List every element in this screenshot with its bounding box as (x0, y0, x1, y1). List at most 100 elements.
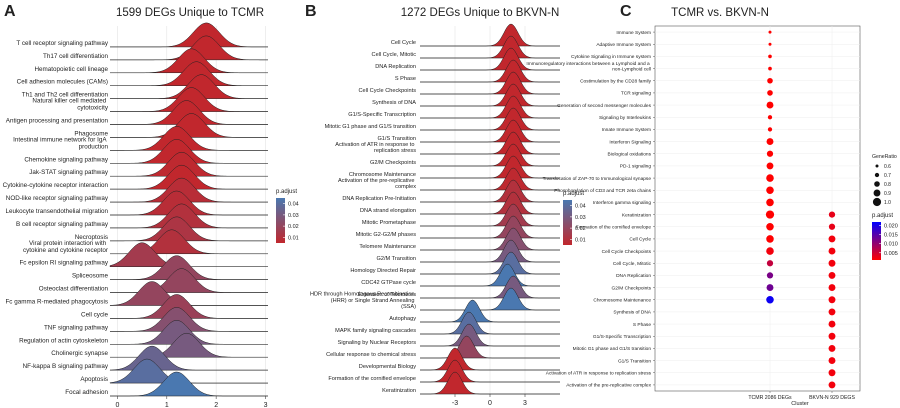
y-tick-label: DNA strand elongation (360, 208, 416, 214)
ridge (109, 48, 269, 74)
y-tick-label: Cell Cycle (391, 40, 416, 46)
y-tick-label: Formation of the cornified envelope (328, 376, 416, 382)
ridge (420, 179, 560, 203)
chart-title: 1599 DEGs Unique to TCMR (116, 7, 264, 19)
legend-title: p.adjust (872, 213, 893, 219)
dot (767, 115, 773, 120)
dot (765, 210, 775, 219)
dot (766, 174, 774, 182)
y-tick-label: Cytokine-cytokine receptor interaction (3, 182, 109, 189)
ridge (420, 287, 560, 311)
dot (766, 162, 774, 170)
ridge (420, 35, 560, 59)
dot (828, 344, 836, 352)
y-tick-label: DNA Replication (375, 64, 416, 70)
y-tick-label: Keratinization (382, 388, 416, 394)
dot (768, 42, 772, 46)
ridge (420, 155, 560, 179)
size-legend-dot (874, 172, 880, 178)
ridge (109, 151, 269, 177)
y-tick-label: Jak-STAT signaling pathway (29, 169, 109, 176)
y-tick-label: Fc epsilon RI signaling pathway (19, 260, 108, 267)
legend-tick-label: 0.04 (575, 204, 586, 210)
size-legend-label: 0.8 (884, 182, 891, 188)
ridge (420, 95, 560, 119)
chart-title: TCMR vs. BKVN-N (671, 7, 769, 19)
color-bar (872, 222, 881, 260)
y-tick-label: Synthesis of DNA (372, 100, 416, 106)
dot (766, 150, 774, 157)
y-tick-label: MAPK family signaling cascades (335, 328, 416, 334)
ridge (109, 164, 269, 190)
legend-tick-label: 0.04 (288, 202, 299, 208)
dot (766, 235, 774, 243)
chart-title: 1272 DEGs Unique to BKVN-N (401, 7, 560, 19)
dot (766, 186, 774, 195)
legend-tick-label: 0.010 (884, 242, 898, 248)
ridge (110, 371, 268, 397)
y-tick-label: Signaling by Interleukins (599, 115, 652, 121)
y-tick-label: Cell Cycle Checkpoints (358, 88, 416, 94)
legend-tick-label: 0.020 (884, 224, 898, 230)
y-tick-label: Cell Cycle Checkpoints (602, 249, 652, 255)
y-tick-label: Telomere Maintenance (359, 244, 416, 250)
x-tick-label: 2 (214, 402, 218, 408)
dot (767, 90, 773, 96)
dot (828, 211, 836, 218)
dot (828, 320, 836, 328)
dot (768, 54, 772, 59)
ridge (420, 83, 560, 107)
ridge (109, 255, 269, 280)
size-legend-label: 0.6 (884, 164, 891, 170)
dot (828, 357, 836, 365)
y-tick-label: Fc gamma R-mediated phagocytosis (5, 299, 108, 306)
ridge (109, 126, 269, 151)
x-tick-label: -3 (452, 400, 458, 407)
ridge (109, 113, 269, 138)
color-bar (276, 198, 285, 243)
y-tick-label: Developmental Biology (359, 364, 416, 370)
y-tick-label: Mitotic G1 phase and G1/S transition (573, 346, 652, 352)
legend-tick-label: 0.01 (288, 235, 299, 241)
ridge (109, 203, 269, 229)
y-tick-label: Necroptosis (75, 234, 108, 241)
ridge (109, 87, 269, 112)
y-tick-label: G2/M Checkpoints (612, 285, 652, 291)
y-tick-label: G1/S Transition (377, 136, 416, 142)
x-tick-label: 3 (523, 400, 527, 407)
x-tick-label: BKVN-N 929 DEGS (809, 395, 855, 401)
x-tick-label: 0 (115, 402, 119, 408)
ridge (420, 251, 560, 275)
y-tick-label: Immune System (616, 30, 651, 36)
y-tick-label: HDR through Homologous Recombination (HR… (310, 292, 416, 310)
ridge (420, 239, 560, 263)
y-tick-label: Chromosome Maintenance (593, 298, 651, 304)
y-tick-label: Spliceosome (72, 273, 109, 280)
ridge (420, 275, 560, 299)
y-tick-label: DNA Replication (616, 273, 651, 279)
y-tick-label: Cytokine Signaling in Immune system (571, 54, 651, 60)
ridge (109, 139, 269, 164)
ridge (109, 74, 269, 99)
y-tick-label: Regulation of actin cytoskeleton (19, 337, 108, 344)
y-tick-label: G2/M Checkpoints (370, 160, 416, 166)
y-tick-label: Cell adhesion molecules (CAMs) (17, 79, 108, 86)
y-tick-label: Extension of Telomeres (358, 292, 416, 298)
ridge (110, 190, 268, 216)
legend-title: p.adjust (563, 191, 584, 197)
y-tick-label: G2/M Transition (377, 256, 416, 262)
size-legend-dot (874, 181, 880, 187)
y-tick-label: S Phase (633, 322, 651, 328)
size-legend-dot (872, 197, 882, 207)
y-tick-label: CDC42 GTPase cycle (361, 280, 416, 286)
y-tick-label: Cell Cycle, Mitotic (372, 52, 417, 58)
legend-tick-label: 0.01 (575, 237, 586, 243)
dot (766, 222, 774, 231)
dot (766, 260, 774, 267)
y-tick-label: Keratinization (622, 212, 651, 218)
legend-tick-label: 0.02 (575, 226, 586, 232)
size-legend-label: 0.7 (884, 173, 891, 179)
panel-label: C (620, 3, 632, 20)
y-tick-label: Hematopoietic cell lineage (34, 66, 108, 73)
legend-title: p.adjust (276, 189, 297, 195)
